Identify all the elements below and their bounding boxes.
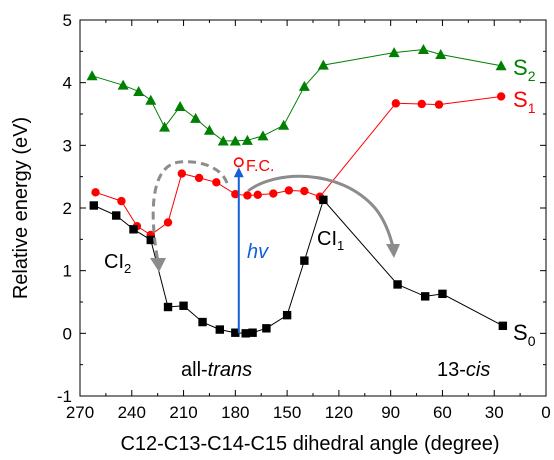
- data-point-s2: [435, 48, 447, 59]
- data-point-s1: [231, 190, 240, 199]
- data-point-s0: [300, 256, 309, 265]
- data-point-s0: [498, 321, 508, 331]
- s1-label: S1: [513, 87, 536, 116]
- x-tick-label: 90: [381, 403, 400, 422]
- data-point-s2: [133, 85, 145, 96]
- y-tick-label: 1: [63, 262, 72, 281]
- data-point-s2: [159, 121, 171, 132]
- data-point-s1: [212, 178, 221, 187]
- data-point-s0: [262, 324, 271, 333]
- series-layer: [86, 43, 508, 338]
- data-point-s2: [278, 119, 290, 130]
- x-axis: 270 240 210 180 150 120 90 60 30 0: [66, 20, 551, 422]
- data-point-s1: [177, 169, 187, 178]
- data-point-s2: [298, 80, 310, 91]
- fc-point: [233, 157, 244, 168]
- x-tick-label: 210: [169, 403, 197, 422]
- x-tick-label: 150: [273, 403, 301, 422]
- data-point-s1: [117, 196, 126, 206]
- data-point-s1: [194, 173, 204, 183]
- data-point-s2: [145, 94, 157, 105]
- fc-label: F.C.: [246, 158, 274, 175]
- x-tick-label: 120: [325, 403, 353, 422]
- data-point-s1: [496, 92, 506, 101]
- solid-path-arrow-head: [386, 244, 400, 258]
- y-tick-label: 3: [63, 136, 72, 155]
- data-point-s1: [417, 99, 426, 109]
- data-point-s0: [420, 292, 430, 301]
- data-point-s0: [146, 235, 155, 245]
- all-trans-label: all-trans: [181, 359, 252, 381]
- data-point-s2: [229, 135, 241, 146]
- data-point-s1: [300, 186, 309, 196]
- y-tick-label: 5: [63, 11, 72, 30]
- data-point-s1: [269, 189, 278, 198]
- data-point-s0: [198, 317, 207, 327]
- data-point-s2: [317, 59, 329, 70]
- data-point-s0: [393, 280, 402, 289]
- data-point-s1: [243, 191, 252, 200]
- data-point-s2: [388, 47, 400, 58]
- data-point-s0: [319, 195, 328, 205]
- dashed-path-arrow: [151, 160, 229, 263]
- data-point-s1: [391, 99, 401, 108]
- data-point-s0: [248, 328, 257, 337]
- x-tick-label: 270: [66, 403, 94, 422]
- data-point-s2: [203, 124, 215, 135]
- y-tick-label: 2: [63, 199, 72, 218]
- x-tick-label: 180: [221, 403, 249, 422]
- series-line-s0: [93, 198, 504, 334]
- y-tick-label: -1: [57, 387, 72, 406]
- x-tick-label: 60: [433, 403, 452, 422]
- data-point-s0: [438, 289, 447, 299]
- x-axis-label: C12-C13-C14-C15 dihedral angle (degree): [120, 433, 499, 455]
- data-point-s0: [112, 211, 121, 220]
- series-line-s1: [95, 96, 502, 236]
- data-point-s2: [190, 112, 202, 123]
- solid-path-arrow: [247, 174, 395, 248]
- data-point-s1: [284, 186, 294, 195]
- data-point-s2: [257, 130, 269, 141]
- cis-label: 13-cis: [437, 359, 490, 381]
- data-point-s0: [241, 329, 250, 338]
- dashed-path-arrow-head: [150, 258, 166, 272]
- x-tick-label: 30: [485, 403, 504, 422]
- s0-label: S0: [513, 320, 536, 349]
- x-tick-label: 0: [541, 403, 550, 422]
- y-tick-label: 4: [63, 74, 72, 93]
- hv-label: hv: [247, 241, 269, 263]
- data-point-s1: [163, 218, 173, 227]
- data-point-s2: [495, 60, 507, 71]
- data-point-s0: [129, 225, 138, 234]
- ci1-label: CI1: [317, 228, 344, 253]
- data-point-s2: [217, 135, 229, 146]
- ci2-label: CI2: [104, 251, 131, 276]
- data-point-s1: [253, 190, 262, 200]
- data-point-s0: [89, 201, 99, 210]
- data-point-s2: [117, 79, 129, 90]
- data-point-s1: [434, 100, 444, 109]
- data-point-s2: [417, 43, 429, 54]
- data-point-s0: [231, 328, 240, 337]
- excitation-arrow-head: [233, 167, 244, 178]
- y-tick-label: 0: [63, 324, 72, 343]
- data-point-s1: [91, 188, 100, 197]
- data-point-s2: [174, 100, 186, 111]
- x-tick-label: 240: [118, 403, 146, 422]
- series-line-s2: [91, 48, 502, 142]
- data-point-s0: [163, 302, 173, 312]
- data-point-s2: [86, 70, 98, 81]
- data-point-s0: [215, 325, 224, 334]
- data-point-s0: [282, 310, 292, 320]
- data-point-s0: [179, 301, 188, 310]
- y-axis: -1 0 1 2 3 4 5: [57, 11, 546, 406]
- y-axis-label: Relative energy (eV): [10, 117, 32, 299]
- s2-label: S2: [513, 55, 536, 84]
- data-point-s2: [241, 134, 253, 145]
